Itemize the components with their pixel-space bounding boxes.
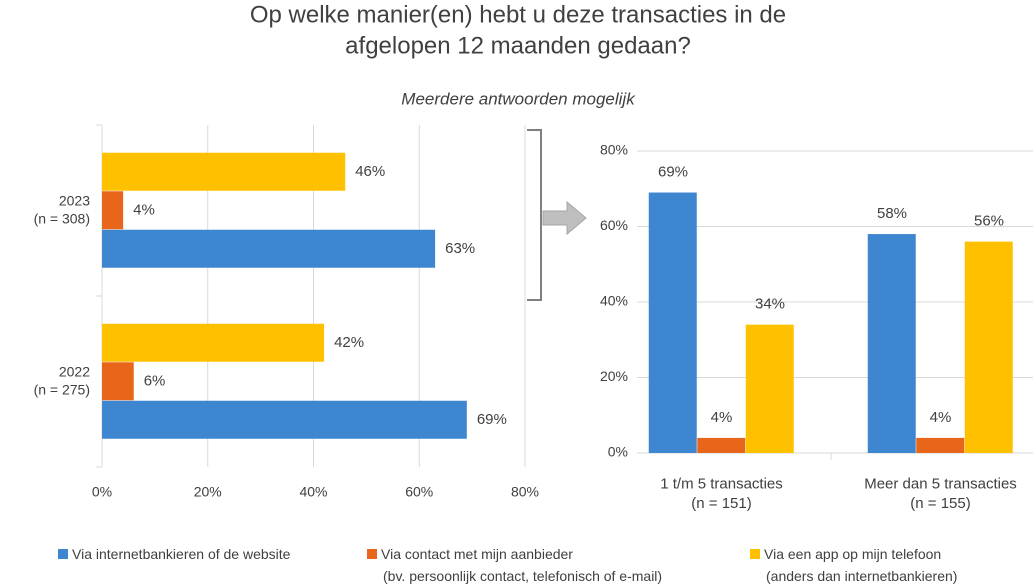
data-label: 56% — [974, 213, 1004, 230]
chart-title: Op welke manier(en) hebt u deze transact… — [250, 2, 786, 60]
bar — [102, 323, 325, 362]
bar — [102, 229, 436, 268]
bar — [964, 241, 1013, 453]
data-label: 69% — [658, 163, 688, 180]
legend-label: Via contact met mijn aanbieder (bv. perso… — [381, 546, 662, 584]
y-tick-label: 2022 (n = 275) — [34, 363, 91, 397]
x-tick-label: 80% — [511, 484, 539, 500]
data-label: 69% — [477, 411, 507, 428]
data-label: 4% — [711, 409, 733, 426]
legend-item: Via een app op mijn telefoon (anders dan … — [750, 546, 957, 584]
y-tick-label: 0% — [608, 444, 628, 460]
y-tick-label: 60% — [600, 217, 628, 233]
chart-subtitle: Meerdere antwoorden mogelijk — [401, 89, 636, 108]
legend-swatch — [58, 549, 68, 559]
legend-label: Via een app op mijn telefoon (anders dan … — [764, 546, 957, 584]
x-tick-label: Meer dan 5 transacties (n = 155) — [864, 475, 1017, 512]
bar — [867, 234, 916, 453]
y-tick-label: 40% — [600, 293, 628, 309]
x-tick-label: 1 t/m 5 transacties (n = 151) — [660, 475, 783, 512]
data-label: 6% — [144, 372, 166, 389]
legend-swatch — [750, 549, 760, 559]
y-tick-label: 80% — [600, 142, 628, 158]
x-tick-label: 40% — [299, 484, 327, 500]
data-label: 34% — [755, 296, 785, 313]
bar — [648, 192, 697, 453]
arrow — [542, 200, 587, 236]
data-label: 46% — [355, 163, 385, 180]
bar — [102, 400, 467, 439]
x-tick-label: 60% — [405, 484, 433, 500]
bracket — [527, 129, 542, 301]
data-label: 58% — [877, 205, 907, 222]
bar — [745, 324, 794, 453]
x-tick-label: 20% — [194, 484, 222, 500]
legend-item: Via internetbankieren of de website — [58, 546, 291, 562]
legend-swatch — [367, 549, 377, 559]
bar — [102, 152, 346, 191]
bar — [916, 437, 965, 453]
bar — [697, 437, 746, 453]
bar — [102, 362, 134, 401]
x-tick-label: 0% — [92, 484, 112, 500]
legend-item: Via contact met mijn aanbieder (bv. perso… — [367, 546, 662, 584]
y-tick-label: 2023 (n = 308) — [34, 192, 91, 226]
data-label: 4% — [930, 409, 952, 426]
data-label: 4% — [133, 201, 155, 218]
data-label: 42% — [334, 334, 364, 351]
bar — [102, 191, 124, 230]
data-label: 63% — [445, 240, 475, 257]
y-tick-label: 20% — [600, 368, 628, 384]
legend-label: Via internetbankieren of de website — [72, 546, 291, 562]
